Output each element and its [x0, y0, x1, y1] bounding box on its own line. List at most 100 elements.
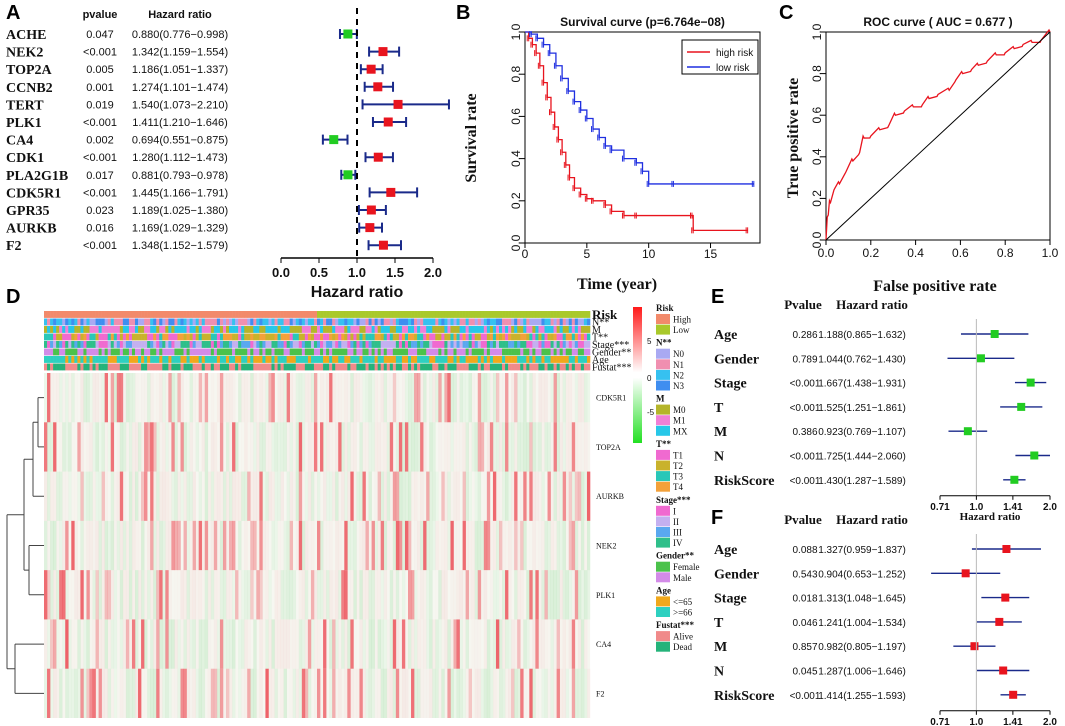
heatmap-cell	[156, 373, 160, 423]
heatmap-cell	[350, 471, 354, 521]
heatmap-cell	[586, 422, 591, 472]
annotation-cell	[517, 341, 521, 348]
heatmap-cell	[186, 619, 190, 669]
annotation-cell	[128, 341, 133, 348]
heatmap-cell	[511, 422, 515, 472]
heatmap-cell	[383, 668, 388, 718]
annotation-cell	[556, 318, 560, 326]
annotation-cell	[171, 341, 175, 348]
heatmap-cell	[56, 422, 60, 472]
heatmap-cell	[347, 570, 351, 620]
annotation-cell	[301, 326, 306, 333]
heatmap-cell	[541, 422, 545, 472]
heatmap-cell	[423, 422, 427, 472]
heatmap-cell	[359, 422, 363, 472]
annotation-cell	[580, 318, 585, 326]
heatmap-cell	[435, 520, 439, 571]
annotation-cell	[568, 356, 573, 363]
heatmap-cell	[232, 570, 236, 620]
annotation-cell	[86, 363, 90, 371]
annotation-cell	[477, 363, 482, 371]
annotation-cell	[274, 363, 278, 371]
annotation-cell	[438, 318, 442, 326]
annotation-cell	[268, 326, 272, 333]
heatmap-cell	[362, 471, 366, 521]
heatmap-cell	[483, 668, 488, 718]
annotation-cell	[229, 356, 233, 363]
annotation-cell	[50, 341, 54, 348]
heatmap-cell	[150, 373, 154, 423]
annotation-cell	[59, 363, 63, 371]
annotation-cell	[347, 356, 351, 363]
heatmap-cell	[138, 668, 142, 718]
heatmap-cell	[53, 619, 57, 669]
heatmap-cell	[495, 373, 500, 423]
heatmap-cell	[580, 619, 585, 669]
annotation-cell	[165, 311, 169, 318]
annotation-cell	[380, 326, 385, 333]
heatmap-cell	[226, 422, 230, 472]
gene-label: CDK1	[6, 151, 44, 166]
heatmap-cell	[529, 373, 533, 423]
annotation-cell	[235, 356, 239, 363]
heatmap-cell	[219, 619, 224, 669]
annotation-cell	[62, 333, 66, 341]
heatmap-cell	[338, 373, 342, 423]
annotation-cell	[502, 326, 506, 333]
annotation-cell	[377, 341, 381, 348]
annotation-cell	[271, 363, 275, 371]
heatmap-cell	[456, 520, 460, 571]
pvalue-cell: 0.047	[86, 29, 114, 41]
annotation-cell	[341, 341, 345, 348]
annotation-cell	[426, 341, 430, 348]
annotation-cell	[141, 326, 145, 333]
annotation-cell	[556, 311, 560, 318]
annotation-cell	[341, 348, 345, 356]
annotation-cell	[401, 348, 406, 356]
annotation-cell	[423, 333, 427, 341]
legend-title: T**	[656, 439, 672, 449]
legend-label: N1	[673, 360, 684, 370]
heatmap-cell	[586, 520, 591, 571]
heatmap-cell	[141, 619, 145, 669]
heatmap-cell	[338, 471, 342, 521]
annotation-cell	[62, 318, 66, 326]
annotation-cell	[159, 341, 163, 348]
annotation-cell	[86, 356, 90, 363]
annotation-cell	[131, 363, 136, 371]
annotation-cell	[183, 363, 187, 371]
annotation-cell	[204, 356, 209, 363]
annotation-cell	[471, 318, 476, 326]
annotation-cell	[131, 326, 136, 333]
annotation-cell	[62, 348, 66, 356]
heatmap-cell	[183, 619, 187, 669]
annotation-cell	[241, 318, 245, 326]
heatmap-cell	[65, 668, 69, 718]
annotation-cell	[189, 348, 193, 356]
annotation-cell	[241, 326, 245, 333]
heatmap-cell	[489, 373, 494, 423]
dendrogram	[6, 397, 44, 694]
heatmap-cell	[411, 520, 415, 571]
heatmap-cell	[192, 520, 196, 571]
heatmap-cell	[474, 570, 479, 620]
heatmap-cell	[174, 471, 178, 521]
annotation-cell	[429, 333, 433, 341]
heatmap-cell	[107, 619, 112, 669]
heatmap-cell	[420, 373, 424, 423]
annotation-cell	[280, 341, 284, 348]
heatmap-cell	[347, 619, 351, 669]
annotation-cell	[514, 356, 518, 363]
heatmap-cell	[44, 422, 48, 472]
heatmap-cell	[377, 422, 381, 472]
annotation-cell	[559, 311, 563, 318]
annotation-cell	[438, 333, 442, 341]
annotation-cell	[538, 326, 542, 333]
annotation-cell	[207, 333, 212, 341]
heatmap-cell	[226, 619, 230, 669]
hr-point	[963, 427, 972, 436]
annotation-cell	[580, 311, 585, 318]
heatmap-cell	[107, 422, 112, 472]
annotation-cell	[329, 326, 333, 333]
annotation-cell	[110, 311, 115, 318]
